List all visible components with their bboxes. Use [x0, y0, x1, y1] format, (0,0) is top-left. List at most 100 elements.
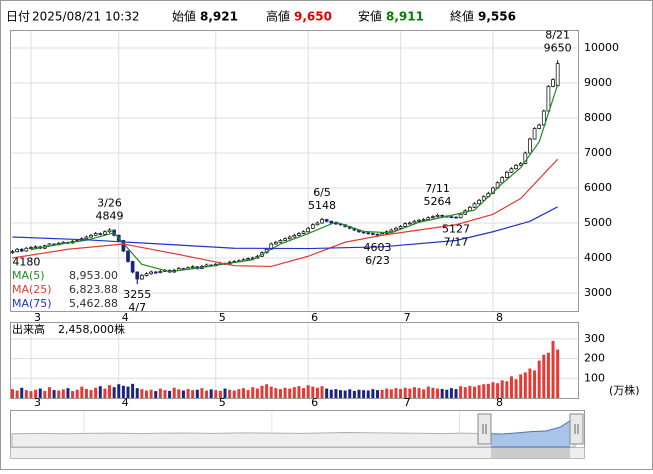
volume-bar [121, 385, 125, 398]
candle-body [15, 248, 19, 253]
candle-body [315, 222, 320, 226]
candle-body [297, 233, 301, 236]
candle-body [324, 219, 329, 222]
volume-bar [15, 390, 19, 398]
volume-bar [542, 354, 546, 398]
volume-bar [477, 385, 481, 398]
candle-body [278, 240, 283, 243]
x-tick-label: 7 [404, 311, 411, 324]
volume-bar [283, 387, 287, 398]
volume-bar [269, 386, 273, 398]
candle-body [407, 222, 412, 225]
volume-bar [177, 389, 181, 398]
candle-body [366, 232, 371, 235]
nav-handle[interactable] [569, 413, 584, 445]
volume-bar [38, 388, 42, 398]
candle-body [329, 220, 334, 224]
candle-body [532, 128, 537, 140]
volume-bar [320, 386, 324, 398]
volume-bar [528, 368, 532, 398]
y-tick-label: 7000 [584, 146, 612, 159]
candle-body [84, 236, 89, 240]
candle-body [287, 236, 292, 240]
volume-bar [537, 360, 541, 398]
candle-body [435, 214, 440, 218]
annotation-date: 4/7 [128, 301, 146, 314]
volume-bar [200, 388, 204, 398]
annotation-date: 3/26 [97, 196, 122, 209]
volume-bar [389, 389, 393, 398]
volume-bar [352, 390, 356, 398]
candle-body [426, 217, 431, 220]
volume-bar [228, 389, 232, 398]
volume-bar [556, 349, 560, 398]
candle-body [375, 233, 380, 236]
volume-bar [311, 386, 315, 398]
volume-bar [117, 384, 121, 398]
nav-handle[interactable] [477, 413, 492, 445]
volume-bar [371, 389, 375, 398]
x-tick-label: 5 [219, 311, 226, 324]
quote-value: 9,556 [478, 10, 516, 24]
candle-body [29, 247, 33, 249]
candle-body [394, 227, 398, 231]
volume-bar [154, 391, 158, 398]
volume-bar [288, 388, 292, 398]
volume-bar [459, 386, 463, 398]
legend-name: MA(75) [12, 297, 52, 310]
volume-bar [468, 385, 472, 398]
volume-bar [47, 387, 51, 398]
candle-body [421, 219, 426, 221]
x-tick-label: 8 [496, 396, 503, 409]
scroll-thumb[interactable] [491, 448, 570, 458]
ma-line [12, 158, 559, 268]
nav-handle-grip [482, 424, 487, 434]
volume-bar [445, 389, 449, 398]
volume-bar [306, 385, 310, 398]
annotation-value: 3255 [123, 288, 151, 301]
volume-bar [412, 387, 416, 398]
volume-bar [403, 387, 407, 398]
y-tick-label: 4000 [584, 251, 612, 264]
volume-unit: (万株) [609, 383, 640, 397]
volume-bar [181, 390, 185, 398]
volume-bar [149, 389, 153, 398]
annotation-date: 6/5 [313, 186, 331, 199]
date-label: 日付 [6, 10, 30, 24]
y-tick-label: 300 [584, 332, 605, 345]
candle-body [306, 227, 311, 233]
legend-name: MA(5) [12, 269, 45, 282]
volume-bar [491, 382, 495, 398]
y-tick-label: 9000 [584, 76, 612, 89]
volume-bar [260, 385, 264, 398]
volume-title: 出来高 [12, 322, 45, 336]
volume-bar [61, 389, 65, 398]
volume-bar [172, 387, 176, 398]
candle-body [454, 216, 458, 219]
candle-body [190, 266, 195, 269]
volume-bar [98, 386, 102, 398]
candle-body [412, 220, 417, 224]
volume-bar [168, 390, 172, 398]
volume-bar [362, 390, 366, 398]
volume-bar [375, 390, 379, 398]
candle-body [541, 110, 546, 126]
volume-bar [158, 388, 162, 398]
annotation-date: 6/23 [365, 254, 390, 267]
candle-body [398, 226, 403, 229]
volume-bar [223, 388, 227, 398]
volume-bar [108, 385, 112, 398]
volume-bar [246, 390, 250, 398]
volume-bar [89, 390, 93, 398]
candle-body [509, 168, 514, 173]
volume-bar [57, 390, 61, 398]
candle-body [504, 171, 509, 178]
candle-body [546, 86, 551, 112]
x-tick-label: 4 [122, 311, 129, 324]
annotation-value: 5148 [308, 199, 336, 212]
x-tick-label: 3 [34, 396, 41, 409]
volume-bar [140, 389, 144, 398]
volume-bar [546, 352, 550, 398]
y-tick-label: 6000 [584, 181, 612, 194]
candle-body [107, 229, 112, 233]
